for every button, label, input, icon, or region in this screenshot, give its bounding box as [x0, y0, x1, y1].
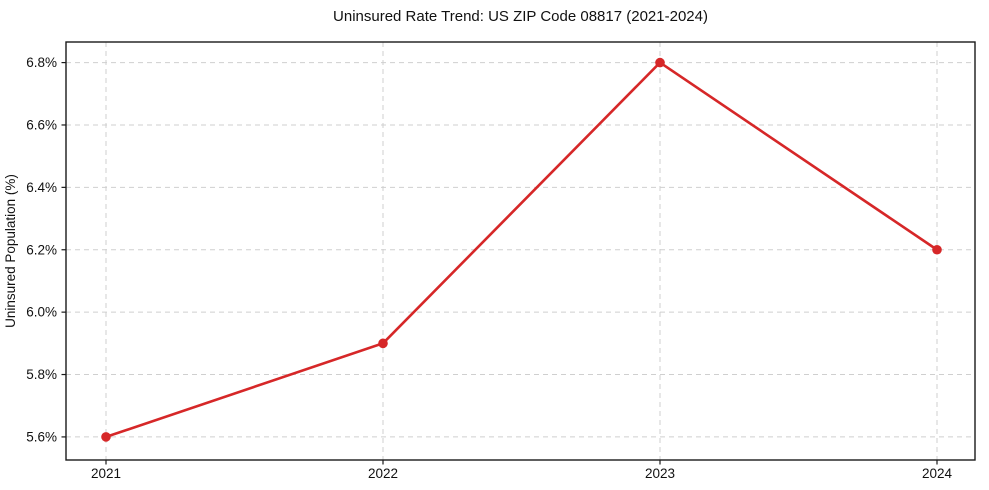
x-tick-label: 2024 — [922, 466, 953, 481]
y-tick-label: 5.6% — [26, 429, 57, 444]
trend-line — [104, 61, 939, 439]
y-axis-label: Uninsured Population (%) — [3, 174, 18, 328]
x-tick-label: 2022 — [368, 466, 398, 481]
y-tick-label: 6.6% — [26, 117, 57, 132]
data-point-marker — [932, 244, 942, 255]
x-tick-label: 2023 — [645, 466, 675, 481]
y-tick-label: 6.2% — [26, 242, 57, 257]
data-point-marker — [101, 432, 111, 442]
data-point-marker — [378, 338, 388, 349]
data-point-marker — [655, 57, 665, 68]
y-tick-label: 6.0% — [26, 305, 57, 320]
x-tick-label: 2021 — [91, 466, 121, 481]
y-tick-label: 6.8% — [26, 55, 57, 70]
y-tick-label: 5.8% — [26, 367, 57, 382]
y-tick-label: 6.4% — [26, 180, 57, 195]
chart-title: Uninsured Rate Trend: US ZIP Code 08817 … — [333, 8, 708, 25]
plot-frame — [65, 41, 976, 461]
